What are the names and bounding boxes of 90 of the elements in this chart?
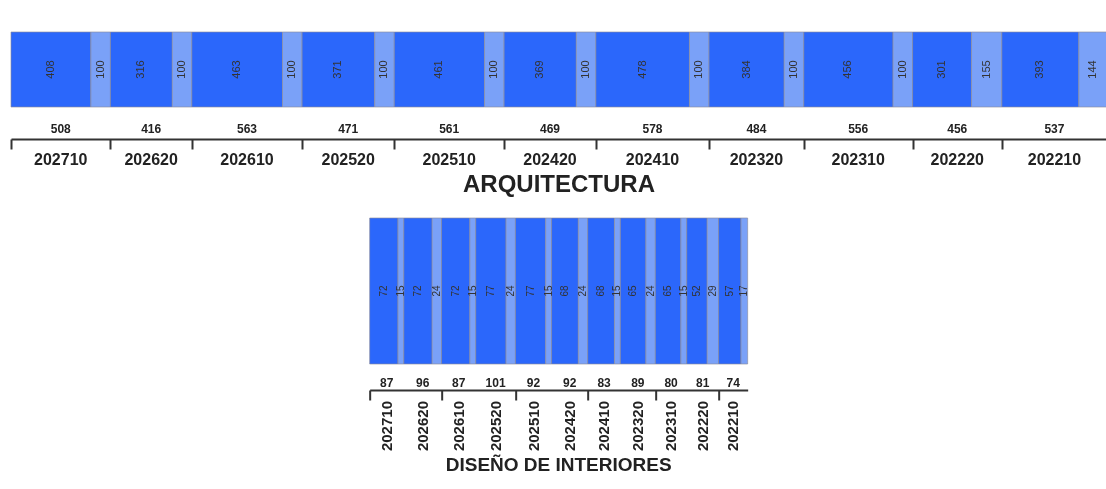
data-label: 316 [134,60,147,79]
text: 81 [696,376,710,390]
text: DISEÑO DE INTERIORES [445,454,672,476]
text: 537 [1044,122,1065,136]
data-label: 100 [895,60,908,79]
text: ARQUITECTURA [463,170,655,197]
data-label: 100 [93,60,106,79]
data-label: 463 [230,60,243,79]
text: 202410 [625,151,680,168]
data-label: 24 [577,285,589,297]
text: 469 [539,122,561,136]
text: 202210 [1027,151,1082,168]
data-label: 72 [377,285,389,297]
text: 202620 [413,401,431,452]
text: 202510 [524,401,542,452]
text: 202210 [724,401,742,452]
text: 556 [848,122,869,136]
text: 202710 [377,401,395,452]
text: 202310 [831,151,885,168]
text: 484 [746,122,767,136]
data-label: 15 [542,285,554,297]
text: 202420 [560,401,578,452]
text: 83 [597,376,612,390]
data-label: 408 [43,60,56,79]
text: 202620 [124,151,178,168]
data-label: 65 [662,285,674,297]
data-label: 24 [430,285,442,297]
data-label: 100 [487,60,500,79]
data-label: 100 [377,60,390,79]
data-label: 77 [524,285,536,297]
data-label: 100 [579,60,592,79]
text: 202520 [486,401,504,452]
text: 202610 [220,151,274,168]
text: 80 [664,376,679,390]
text: 202320 [628,401,646,452]
text: 87 [380,376,394,390]
data-label: 155 [979,60,992,79]
data-label: 456 [841,60,854,79]
text: 561 [439,122,460,136]
data-label: 393 [1033,60,1046,79]
data-label: 478 [635,60,648,79]
data-label: 68 [595,285,607,297]
text: 89 [631,376,645,390]
data-label: 15 [611,285,623,297]
text: 74 [726,376,741,390]
data-label: 72 [449,285,461,297]
data-label: 15 [394,285,406,297]
text: 578 [642,122,663,136]
text: 202420 [523,151,577,168]
text: 508 [50,122,72,136]
data-label: 384 [739,60,752,79]
text: 202320 [729,151,784,168]
text: 456 [947,122,968,136]
data-label: 57 [723,285,735,297]
text: 202410 [595,401,613,452]
data-label: 144 [1085,60,1098,79]
data-label: 461 [432,60,445,79]
data-label: 100 [787,60,799,79]
data-label: 77 [484,285,496,297]
data-label: 68 [558,285,570,297]
text: 202710 [34,151,88,168]
data-label: 100 [285,60,298,79]
data-label: 371 [331,60,344,79]
data-label: 100 [692,60,705,79]
data-label: 52 [690,285,702,297]
data-label: 369 [533,60,546,79]
text: 471 [338,122,359,136]
text: 416 [141,122,162,136]
data-label: 100 [175,60,188,79]
text: 563 [236,122,258,136]
data-label: 15 [677,285,689,297]
data-label: 15 [466,285,478,297]
data-label: 24 [504,285,516,297]
text: 202310 [662,401,680,452]
data-label: 65 [627,285,639,297]
text: 87 [451,376,466,390]
data-label: 17 [738,285,750,297]
text: 202520 [321,151,375,168]
data-label: 29 [706,285,718,297]
text: 202510 [422,151,476,168]
data-label: 24 [644,285,656,297]
text: 101 [485,376,506,390]
data-label: 72 [412,285,423,297]
text: 202220 [930,151,985,168]
text: 92 [562,376,577,390]
text: 202220 [693,401,711,452]
text: 92 [526,376,541,390]
text: 202610 [449,401,467,452]
data-label: 301 [935,60,948,79]
text: 96 [416,376,430,390]
